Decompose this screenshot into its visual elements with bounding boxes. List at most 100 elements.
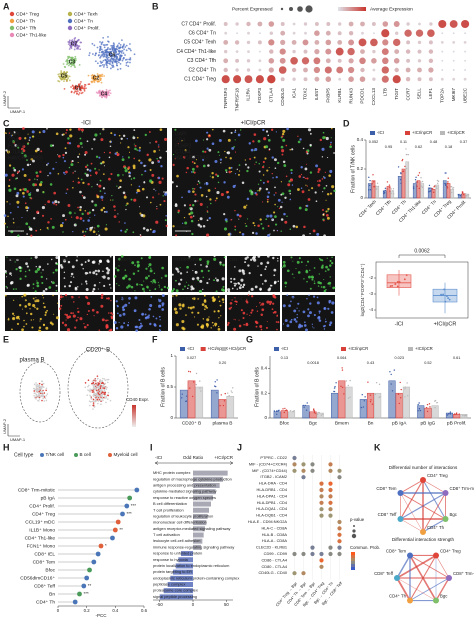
- cell-signal: [298, 206, 302, 210]
- cell-signal: [239, 129, 242, 131]
- cell-signal: [203, 299, 207, 302]
- dot: [301, 462, 306, 467]
- axis-label: UMAP-1: [10, 109, 26, 114]
- p-value: 0.027: [187, 356, 197, 360]
- cell-signal: [13, 142, 15, 144]
- dot: [441, 50, 444, 53]
- node: [407, 597, 413, 604]
- umap-point: [96, 73, 99, 75]
- cell-signal: [26, 190, 29, 193]
- cell-signal: [116, 305, 119, 308]
- cell-signal: [158, 286, 161, 288]
- cell-signal: [100, 195, 104, 199]
- legend-swatch: [408, 347, 413, 351]
- cell-signal: [255, 232, 258, 235]
- direction-arrow: [154, 461, 234, 465]
- axis-label: Fraction of B cells: [160, 367, 166, 407]
- cell-signal: [55, 132, 59, 136]
- cell-signal: [256, 306, 258, 308]
- cell-signal: [233, 282, 235, 285]
- cell-signal: [141, 173, 143, 176]
- cell-signal: [147, 265, 150, 268]
- bar: [338, 380, 346, 419]
- cell-signal: [100, 304, 104, 308]
- dot: [268, 21, 275, 27]
- row-label: CD4⁺ Th: [36, 599, 55, 605]
- cell-signal: [144, 170, 147, 173]
- cell-signal: [127, 156, 130, 159]
- cell-signal: [63, 259, 67, 263]
- cell-signal: [149, 169, 152, 172]
- sample-point: [369, 179, 371, 182]
- cell-signal: [99, 179, 102, 182]
- dot: [247, 31, 250, 35]
- cluster-label: CD20⁺ B: [86, 347, 110, 354]
- cell-signal: [193, 187, 196, 190]
- cell-signal: [147, 275, 150, 277]
- umap-point: [72, 85, 74, 87]
- cell-signal: [136, 136, 139, 139]
- cell-signal: [196, 165, 199, 168]
- cell-signal: [206, 325, 209, 328]
- cell-signal: [275, 223, 278, 226]
- cell-signal: [305, 150, 308, 154]
- cell-signal: [115, 267, 117, 269]
- cell-signal: [205, 195, 208, 198]
- cell-signal: [188, 212, 191, 216]
- cell-signal: [39, 229, 42, 231]
- cell-signal: [35, 188, 40, 192]
- cell-signal: [302, 310, 306, 314]
- dot: [337, 39, 343, 45]
- cell-signal: [13, 131, 16, 134]
- bar: [193, 507, 209, 513]
- cell-signal: [309, 287, 312, 290]
- bar: [416, 180, 421, 199]
- cell-signal: [246, 298, 248, 300]
- cell-signal: [24, 270, 27, 273]
- cell-signal: [34, 290, 37, 293]
- dot: [319, 564, 324, 569]
- cell-signal: [86, 168, 89, 171]
- cell-signal: [23, 187, 27, 192]
- panel-letter: I: [150, 442, 153, 452]
- umap-point: [107, 391, 110, 394]
- cell-signal: [65, 170, 68, 174]
- cell-signal: [286, 269, 290, 273]
- umap-point: [60, 70, 63, 72]
- cell-signal: [253, 258, 257, 262]
- sample-point: [383, 190, 385, 193]
- row-label: C2 CD4⁺ Th: [188, 67, 216, 73]
- dot: [452, 59, 455, 62]
- cell-signal: [245, 225, 248, 228]
- cell-signal: [29, 312, 33, 316]
- sample-point: [376, 182, 379, 185]
- cell-signal: [289, 320, 293, 324]
- dot: [310, 468, 315, 473]
- cell-signal: [77, 155, 80, 158]
- cell-signal: [46, 309, 48, 312]
- p-value: 0.0018: [307, 361, 319, 365]
- umap-point: [105, 396, 108, 399]
- umap-point: [129, 49, 132, 52]
- cell-signal: [139, 322, 142, 325]
- umap-point: [70, 91, 73, 94]
- cell-signal: [33, 319, 35, 321]
- cell-signal: [309, 143, 312, 147]
- cell-signal: [161, 293, 165, 297]
- cell-signal: [257, 265, 259, 267]
- dot: [234, 40, 240, 45]
- cell-signal: [75, 216, 79, 220]
- cell-signal: [26, 209, 29, 212]
- cell-signal: [219, 304, 222, 307]
- cell-signal: [54, 268, 58, 272]
- cell-signal: [17, 315, 20, 319]
- sample-point: [397, 393, 400, 395]
- dot: [463, 77, 467, 81]
- edge: [400, 479, 424, 494]
- umap-point: [98, 89, 101, 92]
- cell-signal: [276, 315, 278, 317]
- umap-point: [112, 65, 115, 68]
- umap-point: [102, 387, 104, 389]
- legend-label: B cell: [80, 452, 91, 457]
- sample-point: [432, 191, 435, 194]
